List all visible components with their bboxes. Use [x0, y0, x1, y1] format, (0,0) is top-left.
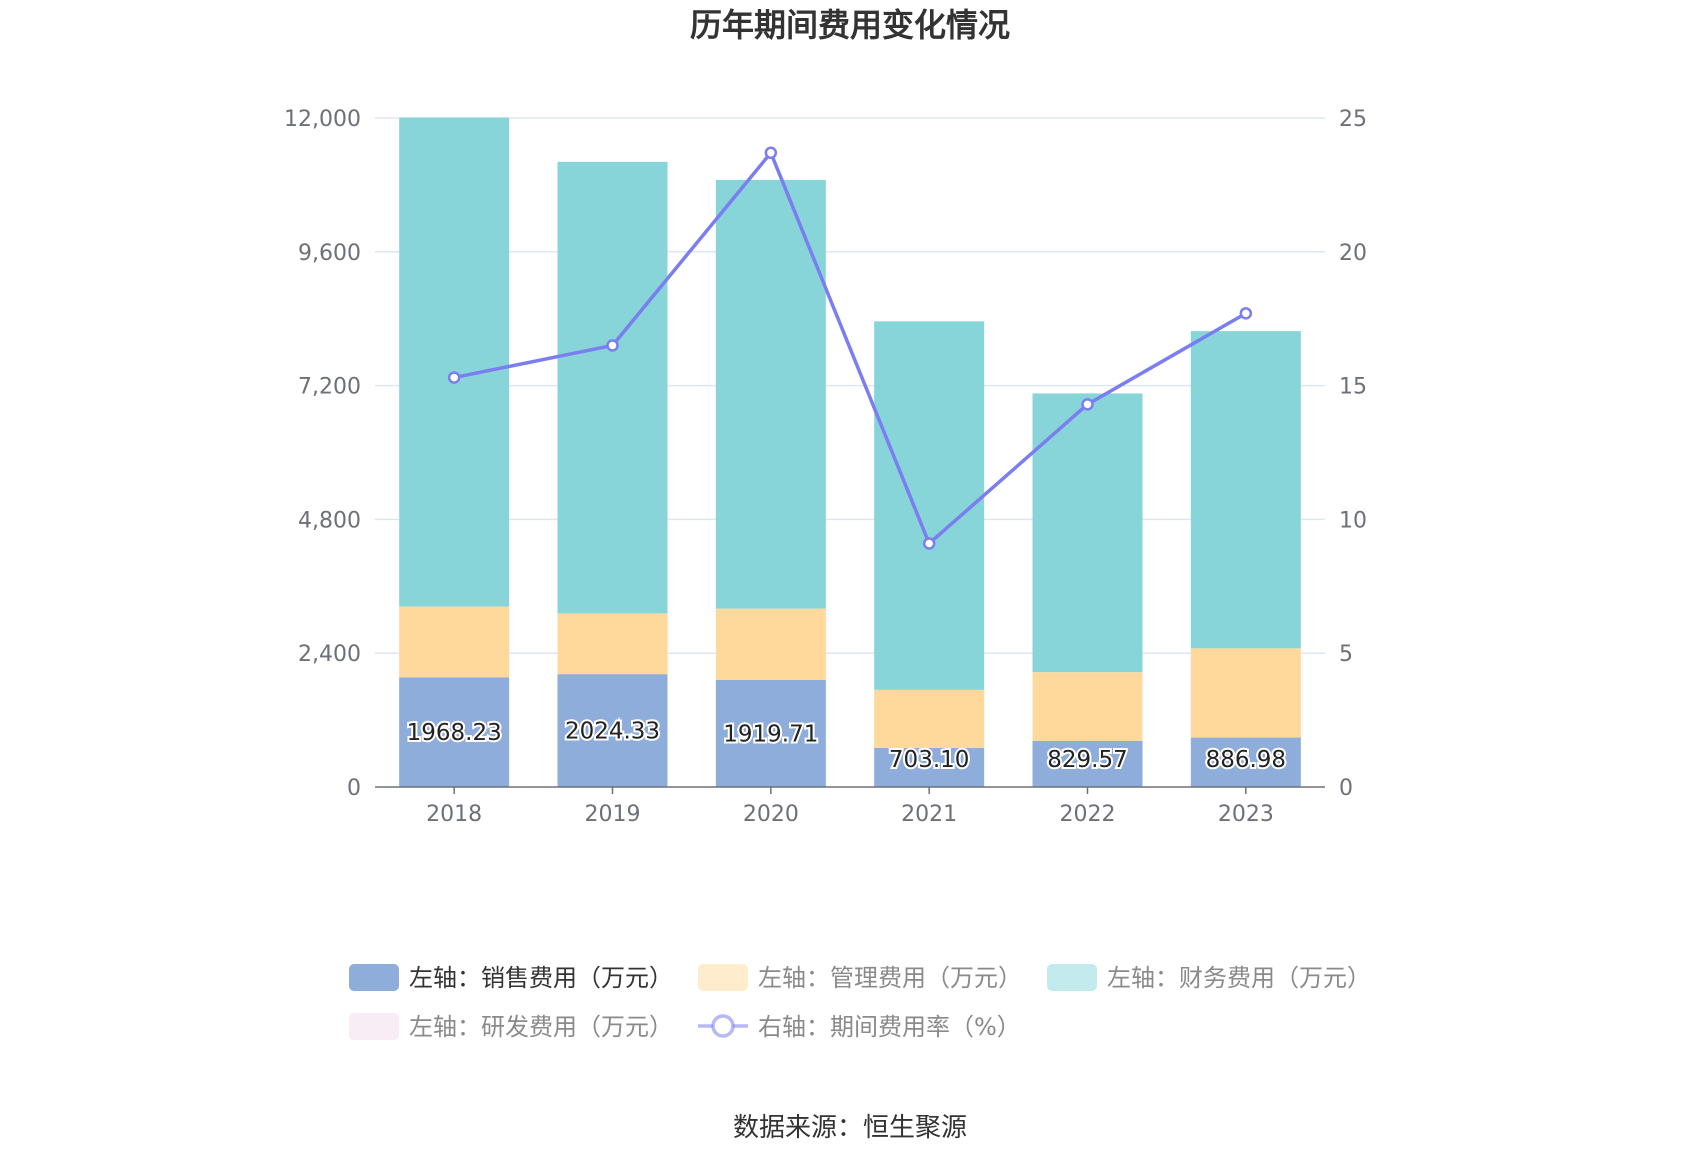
left-tick-label: 7,200	[298, 375, 361, 400]
right-tick-label: 10	[1339, 508, 1367, 533]
legend-item[interactable]: 左轴：研发费用（万元）	[349, 1013, 673, 1041]
grid-lines	[375, 117, 1325, 654]
bar-segment	[557, 613, 668, 675]
bar-segment	[874, 321, 985, 690]
legend-label: 左轴：销售费用（万元）	[409, 964, 673, 992]
legend-circle-icon	[711, 1014, 735, 1038]
bar-segment	[557, 674, 668, 787]
right-tick-label: 5	[1339, 642, 1353, 667]
source-note: 数据来源：恒生聚源	[733, 1113, 967, 1143]
bar-segment	[715, 179, 826, 609]
bar-segment	[715, 608, 826, 680]
bar-data-label: 2024.33	[565, 719, 660, 745]
left-tick-label: 0	[347, 776, 361, 801]
data-labels: 1968.23 2024.33 1919.71 703.10 829.57 886.98	[405, 717, 1288, 775]
bar-series	[399, 117, 1301, 787]
left-tick-label: 4,800	[298, 508, 361, 533]
left-tick-label: 2,400	[298, 642, 361, 667]
legend-item[interactable]: 右轴：期间费用率（%）	[698, 1013, 1021, 1041]
legend-swatch	[349, 964, 399, 991]
right-tick-label: 20	[1339, 241, 1367, 266]
right-y-axis: 0 5 10 15 20 25	[1339, 107, 1367, 801]
right-tick-label: 25	[1339, 107, 1367, 132]
bar-data-label: 1968.23	[407, 720, 502, 746]
rate-point	[606, 339, 619, 352]
bar-segment	[1190, 648, 1301, 738]
rate-point	[447, 371, 461, 384]
chart-title: 历年期间费用变化情况	[690, 6, 1010, 44]
bar-segment	[874, 689, 985, 748]
legend-swatch	[349, 1013, 399, 1040]
right-tick-label: 0	[1339, 776, 1353, 801]
rate-line	[453, 151, 1247, 546]
right-tick-label: 15	[1339, 375, 1367, 400]
left-tick-label: 12,000	[284, 107, 361, 132]
legend-item[interactable]: 左轴：管理费用（万元）	[698, 964, 1022, 992]
legend-item[interactable]: 左轴：财务费用（万元）	[1047, 964, 1371, 992]
legend-label: 右轴：期间费用率（%）	[758, 1013, 1021, 1041]
x-tick-label: 2023	[1218, 802, 1274, 827]
x-tick-label: 2021	[901, 802, 957, 827]
legend-swatch	[1047, 964, 1097, 991]
left-tick-label: 9,600	[298, 241, 361, 266]
x-tick-label: 2022	[1060, 802, 1116, 827]
legend: 左轴：销售费用（万元） 左轴：管理费用（万元） 左轴：财务费用（万元） 左轴：研发费用…	[349, 964, 1371, 1041]
x-tick-label: 2020	[743, 802, 799, 827]
bar-segment	[874, 747, 985, 787]
bar-data-label: 886.98	[1206, 747, 1286, 773]
x-tick-label: 2018	[426, 802, 482, 827]
bar-data-label: 1919.71	[723, 721, 818, 747]
legend-item[interactable]: 左轴：销售费用（万元）	[349, 964, 673, 992]
bar-segment	[399, 606, 510, 678]
bar-segment	[1190, 331, 1301, 649]
bar-segment	[1032, 740, 1143, 787]
rate-point	[922, 537, 936, 550]
legend-label: 左轴：财务费用（万元）	[1107, 964, 1371, 992]
rate-point	[1239, 307, 1253, 320]
legend-label: 左轴：管理费用（万元）	[758, 964, 1022, 992]
bar-data-label: 829.57	[1047, 747, 1127, 773]
left-y-axis: 0 2,400 4,800 7,200 9,600 12,000	[284, 107, 361, 801]
rate-point	[1081, 398, 1094, 411]
bar-segment	[557, 161, 668, 614]
bar-segment	[399, 117, 510, 607]
line-series	[447, 146, 1253, 550]
bar-segment	[399, 677, 510, 787]
bar-segment	[1190, 737, 1301, 787]
bar-data-label: 703.10	[889, 747, 969, 773]
x-axis: 2018 2019 2020 2021 2022 2023	[375, 786, 1325, 827]
legend-label: 左轴：研发费用（万元）	[409, 1013, 673, 1041]
legend-swatch	[698, 964, 748, 991]
bar-segment	[1032, 672, 1143, 741]
bar-segment	[1032, 393, 1143, 673]
rate-point	[764, 146, 778, 160]
bar-segment	[715, 679, 826, 787]
x-tick-label: 2019	[585, 802, 641, 827]
